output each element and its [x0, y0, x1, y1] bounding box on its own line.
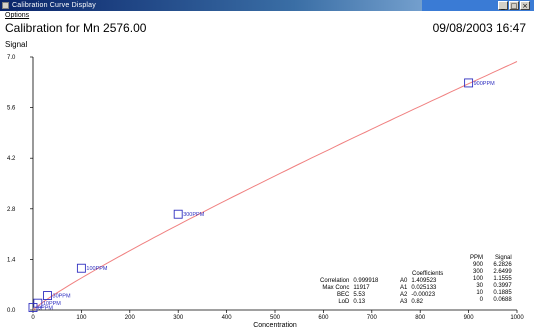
x-tick-label: 0 — [31, 315, 35, 321]
max-conc-label: Max Conc — [322, 285, 350, 291]
window-title: Calibration Curve Display — [12, 2, 96, 9]
table-cell-signal: 1.1555 — [493, 276, 512, 282]
titlebar-accent — [422, 0, 534, 11]
correlation-value: 0.999918 — [353, 278, 379, 284]
coef-value: 0.025133 — [411, 285, 437, 291]
x-tick-label: 900 — [464, 315, 475, 321]
table-cell-signal: 2.6499 — [493, 269, 512, 275]
fit-stats-left: Correlation 0.999918 Max Conc 11917 BEC 5.5… — [318, 278, 380, 306]
data-point-marker — [173, 209, 183, 219]
y-tick-label: 5.6 — [7, 106, 16, 112]
ppm-signal-table: PPM Signal 900 6.2826 300 2.6499 100 1.1555… — [468, 255, 514, 304]
table-cell-ppm: 100 — [473, 276, 484, 282]
x-tick-label: 100 — [76, 315, 87, 321]
x-tick-label: 500 — [270, 315, 281, 321]
window-controls: _ □ × — [498, 1, 530, 10]
x-tick-label: 200 — [125, 315, 136, 321]
data-point-label: 30PPM — [53, 294, 71, 300]
max-conc-value: 11917 — [353, 285, 370, 291]
data-point-label: 10PPM — [43, 301, 61, 307]
coefficients-heading: Coefficients — [412, 271, 444, 277]
table-cell-signal: 0.1885 — [493, 290, 512, 296]
table-header-ppm: PPM — [470, 255, 484, 261]
x-axis-label: Concentration — [253, 322, 297, 329]
y-tick-label: 7.0 — [7, 55, 16, 61]
y-tick-label: 4.2 — [7, 156, 16, 162]
table-row: 30 0.3997 — [468, 283, 514, 290]
y-tick-label: 0.0 — [7, 308, 16, 314]
table-row: 100 1.1555 — [468, 276, 514, 283]
table-row: 10 0.1885 — [468, 290, 514, 297]
fit-curve — [32, 61, 518, 311]
y-tick-label: 2.8 — [7, 207, 16, 213]
table-cell-signal: 6.2826 — [493, 262, 512, 268]
coef-value: 0.82 — [411, 299, 424, 305]
x-tick-label: 600 — [318, 315, 329, 321]
lod-label: LoD — [338, 299, 350, 305]
minimize-button[interactable]: _ — [498, 1, 508, 10]
coef-name: A1 — [400, 285, 408, 291]
x-tick-label: 700 — [367, 315, 378, 321]
window-titlebar: Calibration Curve Display _ □ × — [0, 0, 534, 11]
close-button[interactable]: × — [520, 1, 530, 10]
table-cell-signal: 0.3997 — [493, 283, 512, 289]
y-axis-label: Signal — [5, 40, 28, 49]
table-cell-ppm: 900 — [473, 262, 484, 268]
coefficients-block: Coefficients A0 1.409523 A1 0.025133 A2 -0.… — [398, 271, 443, 306]
coef-name: A3 — [400, 299, 408, 305]
y-tick-label: 1.4 — [7, 257, 16, 263]
lod-value: 0.13 — [353, 299, 366, 305]
data-point-marker — [43, 291, 52, 301]
table-cell-ppm: 300 — [473, 269, 484, 275]
x-tick-label: 400 — [222, 315, 233, 321]
table-cell-ppm: 30 — [476, 283, 484, 289]
app-icon — [2, 2, 9, 9]
data-point-marker — [464, 78, 474, 88]
bec-label: BEC — [337, 292, 350, 298]
data-point-marker — [33, 298, 43, 308]
chart-datetime: 09/08/2003 16:47 — [432, 21, 526, 35]
coef-value: -0.00023 — [411, 292, 436, 298]
data-point-label: 100PPM — [86, 266, 108, 272]
data-point-label: 900PPM — [474, 81, 496, 87]
table-row: 900 6.2826 — [468, 262, 514, 269]
chart-title: Calibration for Mn 2576.00 — [5, 21, 147, 35]
maximize-button[interactable]: □ — [509, 1, 519, 10]
table-row: 300 2.6499 — [468, 269, 514, 276]
coef-value: 1.409523 — [411, 278, 437, 284]
correlation-label: Correlation — [320, 278, 350, 284]
x-tick-label: 1000 — [510, 315, 524, 321]
table-cell-signal: 0.0688 — [493, 297, 512, 303]
menu-options[interactable]: Options — [5, 12, 30, 19]
table-row: 0 0.0688 — [468, 297, 514, 304]
menubar: Options — [0, 11, 534, 21]
data-point-marker — [76, 263, 86, 273]
table-header-signal: Signal — [495, 255, 512, 261]
x-tick-label: 300 — [173, 315, 184, 321]
coef-name: A0 — [400, 278, 408, 284]
bec-value: 5.53 — [353, 292, 366, 298]
table-cell-ppm: 0 — [479, 297, 484, 303]
x-tick-label: 800 — [415, 315, 426, 321]
data-point-label: 300PPM — [183, 212, 205, 218]
table-cell-ppm: 10 — [476, 290, 484, 296]
coef-name: A2 — [400, 292, 408, 298]
data-point-label: 0PPM — [38, 306, 53, 312]
